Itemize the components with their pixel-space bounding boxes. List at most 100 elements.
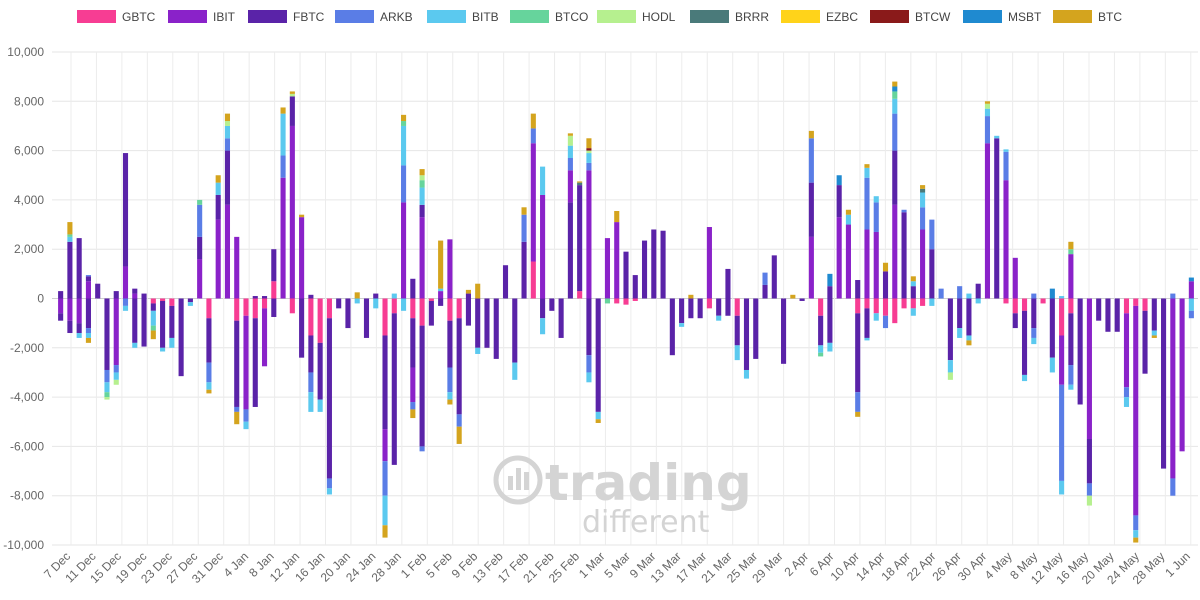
y-tick-label: -8,000 bbox=[10, 489, 44, 503]
bar-segment-bitb bbox=[966, 293, 972, 299]
bar-stack bbox=[345, 298, 351, 329]
bar-segment-ibit bbox=[419, 217, 425, 299]
bar-segment-gbtc bbox=[614, 298, 620, 304]
bar-segment-msbt bbox=[827, 273, 833, 287]
bar-segment-fbtc bbox=[271, 298, 277, 317]
bar-segment-fbtc bbox=[521, 241, 527, 299]
bar-segment-fbtc bbox=[271, 249, 277, 282]
bar-segment-fbtc bbox=[781, 298, 787, 364]
legend-item-ibit[interactable]: IBIT bbox=[168, 10, 236, 24]
bar-segment-bitb bbox=[401, 125, 407, 166]
legend-item-gbtc[interactable]: GBTC bbox=[77, 10, 156, 24]
bar-segment-gbtc bbox=[252, 298, 258, 319]
x-tick-label: 2 Apr bbox=[781, 549, 811, 579]
bar-segment-fbtc bbox=[76, 238, 82, 299]
bar-stack bbox=[910, 276, 916, 316]
bar-segment-fbtc bbox=[391, 313, 397, 465]
bar-segment-btc bbox=[984, 101, 991, 104]
bar-segment-bitb bbox=[85, 333, 91, 338]
bar-segment-btc bbox=[614, 210, 620, 223]
bar-segment-btc bbox=[206, 389, 212, 394]
bar-segment-fbtc bbox=[502, 265, 509, 299]
bar-stack bbox=[1123, 298, 1130, 407]
bar-segment-fbtc bbox=[669, 298, 675, 356]
bar-segment-btc bbox=[354, 292, 360, 299]
bar-segment-gbtc bbox=[234, 298, 240, 321]
bar-segment-fbtc bbox=[58, 313, 64, 321]
bar-segment-ibit bbox=[289, 125, 295, 299]
legend-item-bitb[interactable]: BITB bbox=[427, 10, 499, 24]
bar-segment-bitb bbox=[845, 214, 851, 225]
bar-segment-fbtc bbox=[901, 212, 907, 299]
bar-segment-arkb bbox=[873, 202, 879, 232]
bar-segment-fbtc bbox=[141, 298, 147, 347]
bar-stack bbox=[845, 209, 851, 299]
bar-stack bbox=[1170, 293, 1176, 496]
bar-segment-btco bbox=[67, 234, 73, 237]
bar-segment-fbtc bbox=[1021, 310, 1028, 375]
legend-item-arkb[interactable]: ARKB bbox=[335, 10, 413, 24]
bar-segment-btco bbox=[104, 392, 110, 398]
watermark-text-secondary: different bbox=[582, 505, 710, 540]
bar-segment-btc bbox=[410, 409, 416, 419]
bar-segment-fbtc bbox=[484, 298, 490, 348]
y-tick-label: 4,000 bbox=[14, 193, 44, 207]
bar-stack bbox=[1151, 298, 1157, 338]
bar-segment-fbtc bbox=[994, 138, 1000, 299]
bar-segment-ibit bbox=[224, 204, 231, 299]
bar-stack bbox=[938, 288, 944, 299]
bar-segment-btc bbox=[382, 525, 388, 538]
legend-label: MSBT bbox=[1008, 10, 1042, 24]
bar-stack bbox=[1105, 298, 1111, 332]
legend-item-brrr[interactable]: BRRR bbox=[690, 10, 769, 24]
legend-item-btc[interactable]: BTC bbox=[1053, 10, 1122, 24]
bar-stack bbox=[873, 196, 879, 321]
bar-stack bbox=[808, 130, 814, 299]
bar-segment-fbtc bbox=[549, 298, 555, 311]
bar-segment-fbtc bbox=[234, 320, 240, 407]
bar-segment-fbtc bbox=[808, 182, 814, 237]
bar-stack bbox=[373, 293, 379, 309]
bar-segment-bitb bbox=[595, 411, 601, 420]
bar-segment-bitb bbox=[966, 335, 972, 341]
bar-segment-ibit bbox=[58, 298, 64, 314]
bar-segment-ibit bbox=[1059, 335, 1065, 385]
bar-segment-ibit bbox=[1012, 257, 1018, 299]
bar-segment-fbtc bbox=[1151, 298, 1157, 331]
bar-stack bbox=[521, 207, 527, 299]
legend-item-ezbc[interactable]: EZBC bbox=[781, 10, 858, 24]
bar-segment-arkb bbox=[1170, 293, 1176, 299]
legend-item-hodl[interactable]: HODL bbox=[597, 10, 676, 24]
bar-segment-bitb bbox=[243, 421, 249, 430]
bar-segment-fbtc bbox=[910, 286, 916, 299]
bar-segment-arkb bbox=[762, 272, 768, 285]
bar-segment-arkb bbox=[1059, 384, 1065, 481]
bar-stack bbox=[261, 296, 268, 367]
bar-segment-fbtc bbox=[215, 194, 221, 220]
legend-swatch bbox=[335, 10, 374, 23]
bar-segment-gbtc bbox=[326, 298, 332, 319]
bar-segment-bitb bbox=[864, 167, 870, 178]
bar-segment-gbtc bbox=[261, 298, 268, 309]
bar-segment-btc bbox=[67, 222, 73, 235]
bar-segment-ibit bbox=[920, 229, 926, 299]
legend-item-btco[interactable]: BTCO bbox=[510, 10, 588, 24]
bar-segment-bitb bbox=[512, 362, 518, 380]
bar-stack bbox=[1086, 298, 1092, 506]
bar-stack bbox=[401, 114, 407, 311]
bar-segment-bitb bbox=[743, 369, 750, 379]
legend-item-btcw[interactable]: BTCW bbox=[870, 10, 951, 24]
legend-item-fbtc[interactable]: FBTC bbox=[248, 10, 325, 24]
bar-segment-arkb bbox=[938, 288, 944, 299]
bar-segment-gbtc bbox=[1068, 298, 1074, 314]
bar-segment-arkb bbox=[530, 128, 536, 144]
bar-segment-gbtc bbox=[150, 298, 156, 304]
y-tick-label: 10,000 bbox=[7, 45, 44, 59]
bar-segment-bitb bbox=[391, 293, 397, 299]
bar-segment-bitb bbox=[1133, 530, 1139, 538]
bar-stack bbox=[456, 298, 462, 444]
bar-segment-fbtc bbox=[336, 298, 342, 309]
bar-segment-btcw bbox=[586, 148, 592, 151]
legend-item-msbt[interactable]: MSBT bbox=[963, 10, 1042, 24]
bar-stack bbox=[901, 209, 907, 309]
